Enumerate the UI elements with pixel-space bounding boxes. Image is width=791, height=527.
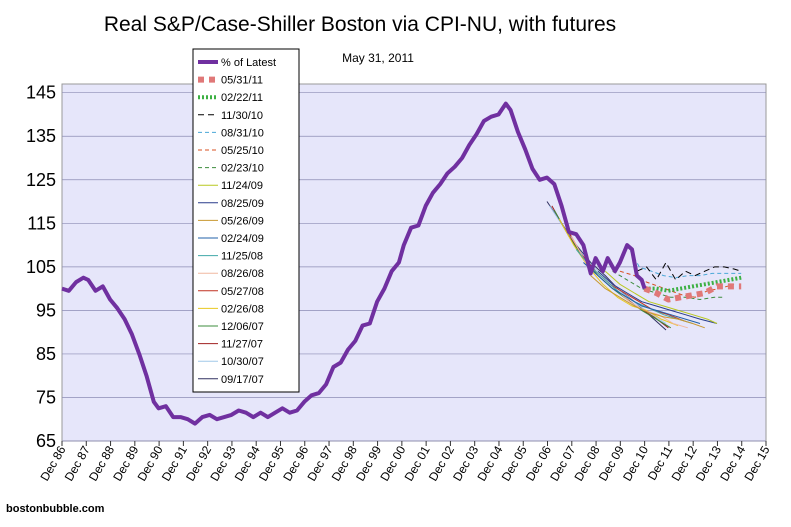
legend-label: 12/06/07 [221, 321, 264, 333]
y-tick-label: 95 [36, 300, 56, 320]
legend-label: 11/27/07 [221, 339, 263, 351]
y-tick-label: 75 [36, 387, 56, 407]
chart-subtitle: May 31, 2011 [342, 51, 414, 65]
legend-label: 05/26/09 [221, 215, 264, 227]
legend: % of Latest 05/31/11 02/22/11 11/30/10 08/31… [192, 48, 300, 393]
legend-label: 11/30/10 [221, 110, 263, 122]
legend-label: 05/25/10 [221, 145, 264, 157]
legend-label: 08/26/08 [221, 268, 264, 280]
series-line-6 [612, 270, 725, 300]
legend-label: 02/24/09 [221, 233, 264, 245]
legend-label: 11/24/09 [221, 180, 263, 192]
y-axis-ticks: 65 75 85 95 105 115 125 135 145 [26, 83, 56, 451]
series-line-2 [644, 275, 742, 293]
legend-label: 11/25/08 [221, 251, 263, 263]
y-tick-label: 65 [36, 431, 56, 451]
legend-label: 08/25/09 [221, 198, 264, 210]
series-line-4 [626, 244, 742, 279]
chart-title: Real S&P/Case-Shiller Boston via CPI-NU,… [104, 13, 616, 36]
legend-label: 05/27/08 [221, 286, 264, 298]
legend-label: 10/30/07 [221, 356, 264, 368]
series-line-10 [583, 262, 701, 324]
series-line-3 [636, 262, 742, 281]
source-label: bostonbubble.com [6, 503, 105, 515]
series-lines [61, 101, 742, 426]
legend-label: 02/23/10 [221, 163, 264, 175]
gridlines [62, 92, 766, 442]
series-line-8 [597, 270, 718, 324]
legend-label: 02/26/08 [221, 303, 264, 315]
y-tick-label: 125 [26, 170, 56, 190]
y-tick-label: 135 [26, 126, 56, 146]
y-tick-label: 85 [36, 344, 56, 364]
series-line-9 [590, 275, 705, 329]
plot-area [61, 83, 767, 442]
legend-label: 09/17/07 [221, 374, 264, 386]
y-tick-label: 145 [26, 83, 56, 103]
legend-label: 05/31/11 [221, 75, 263, 87]
series-line-0 [61, 101, 647, 426]
legend-label: 08/31/10 [221, 127, 264, 139]
y-tick-label: 105 [26, 257, 56, 277]
series-line-7 [604, 270, 718, 324]
legend-label: 02/22/11 [221, 92, 263, 104]
legend-label: % of Latest [221, 57, 276, 69]
y-tick-label: 115 [27, 213, 56, 233]
